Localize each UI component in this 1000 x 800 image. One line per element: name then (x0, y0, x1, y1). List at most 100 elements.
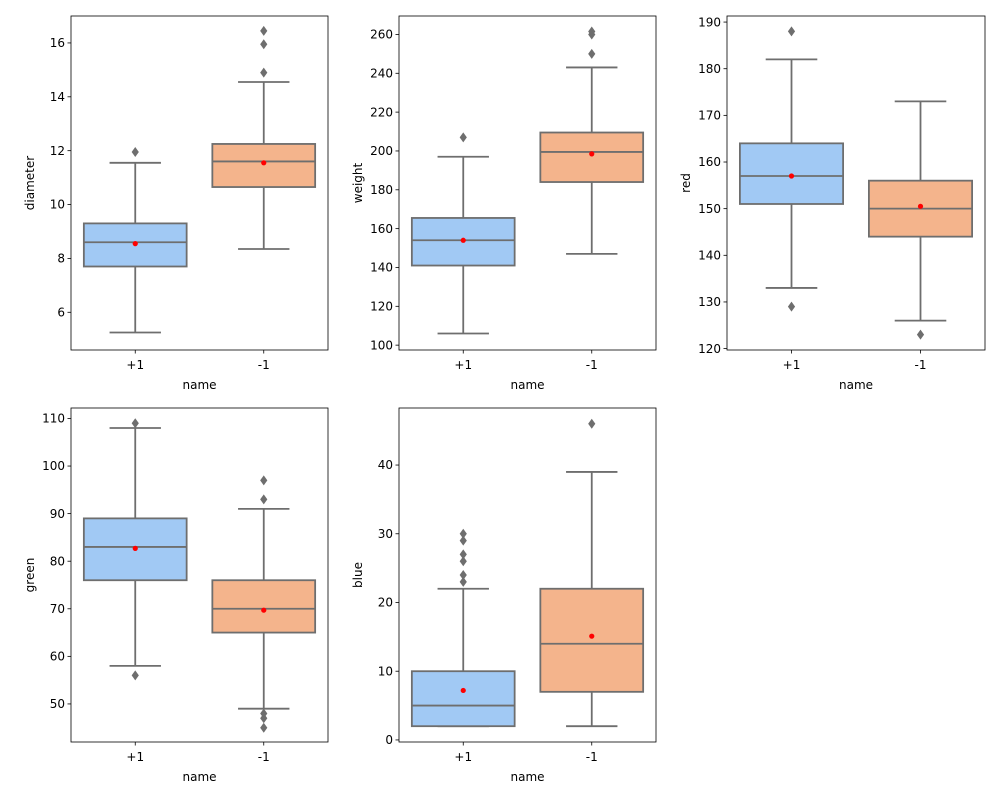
y-axis-label: diameter (23, 156, 37, 210)
outlier-point (459, 535, 467, 546)
y-tick-label: 16 (50, 36, 65, 50)
y-tick-label: 10 (378, 664, 393, 678)
outlier-point (588, 418, 596, 429)
outlier-point (459, 570, 467, 580)
box--1 (211, 475, 317, 733)
y-tick-label: 160 (370, 222, 393, 236)
y-tick-label: 140 (370, 261, 393, 275)
y-axis-label: blue (351, 562, 365, 588)
outlier-point (459, 556, 467, 567)
box-iqr (539, 587, 645, 693)
x-tick-label: -1 (258, 358, 270, 372)
subplot-diameter: 6 8 10 12 14 16 diameter +1 -1 name (23, 15, 329, 392)
x-axis-label: name (510, 770, 544, 784)
box--1 (539, 418, 645, 728)
y-tick-label: 180 (698, 62, 721, 76)
outlier-point (131, 147, 139, 158)
box-+1 (82, 418, 188, 681)
outlier-point (916, 329, 925, 340)
y-tick-label: 0 (385, 733, 393, 747)
outlier-point (787, 26, 796, 37)
y-axis-label: red (679, 173, 693, 193)
outlier-point (459, 528, 467, 539)
x-tick-label: +1 (454, 358, 472, 372)
outlier-point (260, 39, 268, 50)
outlier-point (260, 494, 268, 505)
y-tick-label: 120 (370, 300, 393, 314)
outlier-point (260, 475, 268, 486)
x-tick-label: +1 (126, 358, 144, 372)
outlier-point (260, 722, 268, 733)
y-tick-label: 50 (50, 697, 65, 711)
mean-marker (132, 545, 138, 551)
mean-marker (788, 173, 795, 179)
mean-marker (261, 607, 267, 613)
box-iqr (211, 143, 317, 188)
y-tick-label: 260 (370, 28, 393, 42)
subplot-blue: 0 10 20 30 40 blue +1 -1 name (351, 407, 657, 784)
y-tick-label: 6 (57, 305, 65, 319)
y-tick-label: 130 (698, 295, 721, 309)
y-tick-label: 170 (698, 109, 721, 123)
y-tick-label: 150 (698, 202, 721, 216)
y-tick-label: 100 (370, 338, 393, 352)
y-tick-label: 12 (50, 144, 65, 158)
outlier-point (260, 708, 268, 719)
mean-marker (132, 241, 138, 247)
outlier-point (260, 25, 268, 36)
y-tick-label: 10 (50, 198, 65, 212)
x-axis-label: name (839, 378, 873, 392)
x-tick-label: +1 (126, 750, 144, 764)
x-tick-label: +1 (454, 750, 472, 764)
axes-frame (70, 15, 329, 351)
axes-frame (70, 407, 329, 743)
mean-marker (917, 203, 924, 209)
outlier-point (588, 26, 596, 37)
y-tick-label: 8 (57, 252, 65, 266)
box-iqr (539, 131, 645, 183)
subplot-weight: 100 120 140 160 180 200 220 240 260 weight +1 -1 nam… (351, 15, 657, 392)
box-iqr (211, 579, 317, 634)
subplot-green: 50 60 70 80 90 100 110 green +1 -1 name (23, 407, 329, 784)
x-tick-label: +1 (783, 358, 801, 372)
outlier-point (787, 301, 796, 312)
y-tick-label: 60 (50, 650, 65, 664)
y-tick-label: 190 (698, 15, 721, 29)
y-tick-label: 160 (698, 155, 721, 169)
y-tick-label: 40 (378, 458, 393, 472)
x-tick-label: -1 (586, 358, 598, 372)
y-tick-label: 140 (698, 249, 721, 263)
box-+1 (739, 26, 845, 312)
x-tick-label: -1 (586, 750, 598, 764)
x-axis-label: name (510, 378, 544, 392)
box-+1 (410, 528, 516, 728)
axes-frame (726, 15, 986, 351)
y-tick-label: 200 (370, 144, 393, 158)
x-tick-label: -1 (915, 358, 927, 372)
y-tick-label: 180 (370, 183, 393, 197)
outlier-point (131, 418, 139, 429)
y-tick-label: 120 (698, 342, 721, 356)
x-tick-label: -1 (258, 750, 270, 764)
outlier-point (131, 670, 139, 681)
outlier-point (459, 576, 467, 587)
box-+1 (82, 147, 188, 334)
y-tick-label: 100 (42, 459, 65, 473)
y-tick-label: 90 (50, 507, 65, 521)
axes-frame (398, 407, 657, 743)
outlier-point (588, 48, 596, 59)
subplot-red: 120 130 140 150 160 170 180 190 red +1 -1 name (679, 15, 986, 392)
box-iqr (410, 670, 516, 728)
mean-marker (589, 633, 595, 639)
y-tick-label: 80 (50, 554, 65, 568)
box-+1 (410, 132, 516, 335)
y-axis-label: green (23, 558, 37, 593)
mean-marker (460, 687, 466, 694)
box--1 (868, 100, 974, 340)
mean-marker (589, 151, 595, 157)
y-tick-label: 240 (370, 66, 393, 80)
x-axis-label: name (182, 770, 216, 784)
box--1 (211, 25, 317, 250)
mean-marker (460, 237, 466, 243)
